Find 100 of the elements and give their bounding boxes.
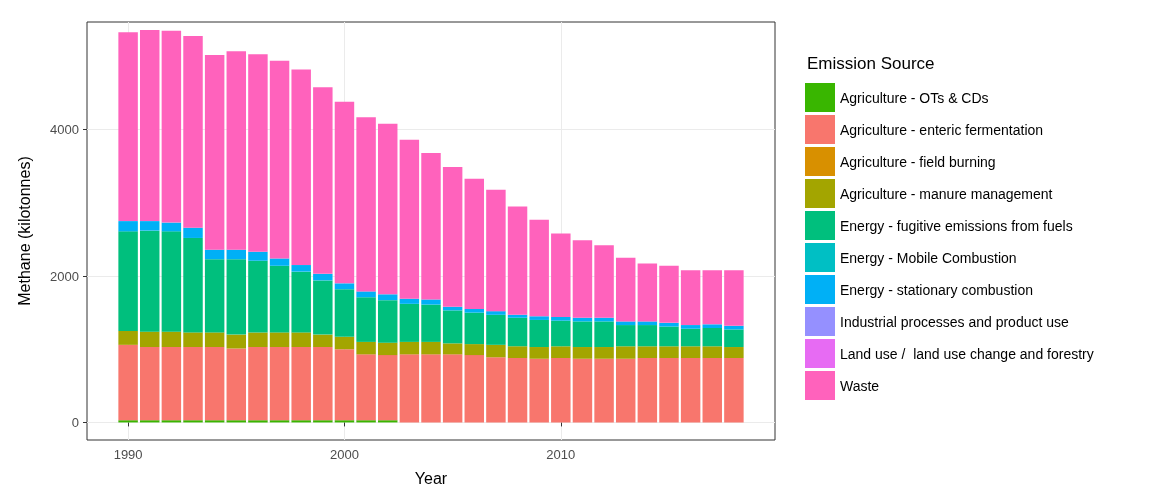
- bar: [248, 420, 268, 423]
- bar: [702, 358, 722, 423]
- bar: [507, 317, 528, 347]
- legend-title: Emission Source: [807, 54, 935, 73]
- bar: [248, 260, 268, 333]
- bar: [507, 206, 528, 315]
- bar: [356, 354, 376, 421]
- bar: [269, 347, 290, 421]
- x-tick-label: 1990: [113, 447, 143, 462]
- bar: [464, 344, 485, 356]
- bar: [637, 325, 658, 347]
- bar: [226, 348, 247, 421]
- bar: [551, 358, 571, 423]
- bar: [442, 166, 463, 307]
- bar: [313, 273, 333, 281]
- bar: [269, 332, 290, 348]
- bar: [572, 321, 593, 348]
- bar: [615, 358, 636, 423]
- bar: [334, 101, 355, 284]
- bar: [204, 249, 225, 260]
- bar: [183, 227, 203, 238]
- bar: [377, 300, 398, 343]
- bar: [421, 304, 441, 342]
- bar: [140, 347, 160, 421]
- bar: [377, 342, 398, 356]
- bar: [334, 349, 355, 421]
- bar: [399, 303, 420, 342]
- bar: [313, 420, 333, 423]
- bar: [226, 334, 247, 349]
- bar: [399, 341, 420, 355]
- bar: [183, 347, 203, 421]
- bar: [248, 251, 268, 261]
- bar: [680, 325, 701, 329]
- bar: [377, 123, 398, 295]
- bar: [226, 249, 247, 260]
- bar: [442, 343, 463, 355]
- bar: [615, 257, 636, 322]
- bar: [204, 332, 225, 348]
- bar: [140, 30, 160, 222]
- bar: [702, 324, 722, 328]
- bar: [269, 60, 290, 259]
- bar: [464, 178, 485, 309]
- legend-label: Industrial processes and product use: [840, 313, 1070, 330]
- bar: [507, 314, 528, 318]
- bar: [291, 265, 311, 272]
- bar: [356, 341, 376, 355]
- bar: [464, 312, 485, 345]
- bar: [551, 320, 571, 347]
- bar: [183, 237, 203, 333]
- bar: [486, 314, 506, 345]
- bar: [118, 32, 138, 222]
- bar: [161, 30, 182, 223]
- bar: [486, 189, 506, 312]
- legend-label: Land use / land use change and forestry: [840, 345, 1094, 362]
- bar: [118, 221, 138, 232]
- y-tick-label: 0: [71, 414, 79, 430]
- bar: [659, 322, 679, 327]
- bar: [637, 321, 658, 326]
- bar: [572, 347, 593, 359]
- bar: [226, 259, 247, 335]
- bar: [291, 271, 311, 333]
- bar: [291, 347, 311, 421]
- bar: [140, 230, 160, 332]
- bar: [615, 325, 636, 347]
- bar: [486, 344, 506, 358]
- bar: [118, 231, 138, 331]
- bar: [551, 233, 571, 318]
- bar: [724, 270, 744, 326]
- bar: [442, 310, 463, 344]
- bar: [248, 332, 268, 348]
- x-tick-label: 2010: [546, 447, 576, 462]
- legend-label: Waste: [840, 377, 880, 394]
- x-axis-title: Year: [414, 469, 448, 487]
- bar: [529, 319, 549, 348]
- bar: [118, 330, 138, 345]
- bar: [183, 332, 203, 348]
- bar: [356, 420, 376, 423]
- bar: [356, 117, 376, 292]
- bar: [724, 358, 744, 423]
- bar: [269, 265, 290, 333]
- x-tick-label: 2000: [330, 447, 359, 462]
- bar: [507, 346, 528, 359]
- bar: [161, 347, 182, 421]
- bar: [702, 270, 722, 325]
- bar: [529, 219, 549, 317]
- bar: [334, 336, 355, 350]
- legend-label: Agriculture - manure management: [840, 185, 1053, 202]
- legend-label: Energy - Mobile Combustion: [840, 249, 1017, 266]
- bar: [680, 346, 701, 359]
- bar: [313, 347, 333, 421]
- bar: [140, 331, 160, 348]
- bar: [421, 341, 441, 355]
- bar: [659, 326, 679, 347]
- bar: [248, 347, 268, 421]
- bar: [637, 346, 658, 359]
- bar: [659, 346, 679, 359]
- bar: [204, 259, 225, 333]
- bar: [399, 354, 420, 423]
- legend-label: Agriculture - OTs & CDs: [840, 89, 989, 106]
- bar: [637, 358, 658, 423]
